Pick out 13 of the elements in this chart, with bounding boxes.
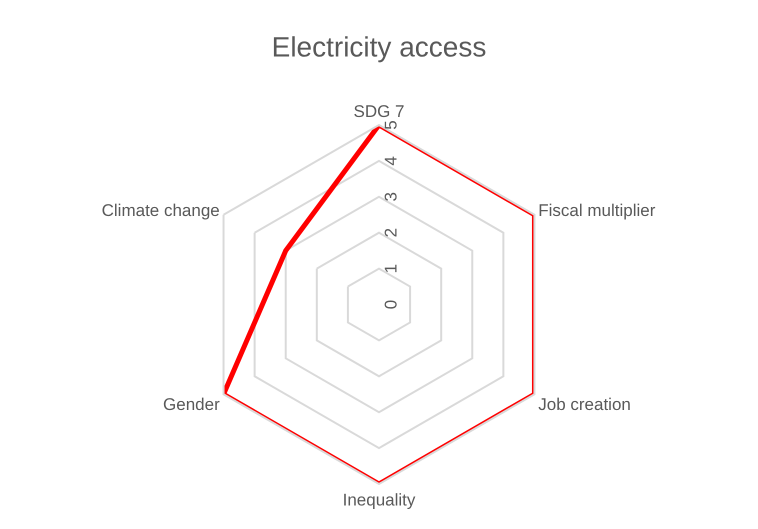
spoke-label: Climate change bbox=[102, 201, 220, 220]
y-tick-label: 0 bbox=[382, 300, 400, 310]
y-tick-label: 1 bbox=[382, 264, 400, 274]
chart-title: Electricity access bbox=[272, 32, 486, 63]
spoke-label: SDG 7 bbox=[353, 102, 405, 122]
y-tick-label: 5 bbox=[382, 120, 400, 130]
y-tick-label: 4 bbox=[382, 156, 400, 166]
spoke-label: Fiscal multiplier bbox=[538, 201, 656, 220]
spoke-label: Gender bbox=[163, 395, 220, 414]
spoke-label: Job creation bbox=[538, 395, 631, 414]
spoke-label: Inequality bbox=[342, 490, 416, 510]
y-tick-label: 2 bbox=[382, 228, 400, 238]
y-tick-label: 3 bbox=[382, 192, 400, 202]
